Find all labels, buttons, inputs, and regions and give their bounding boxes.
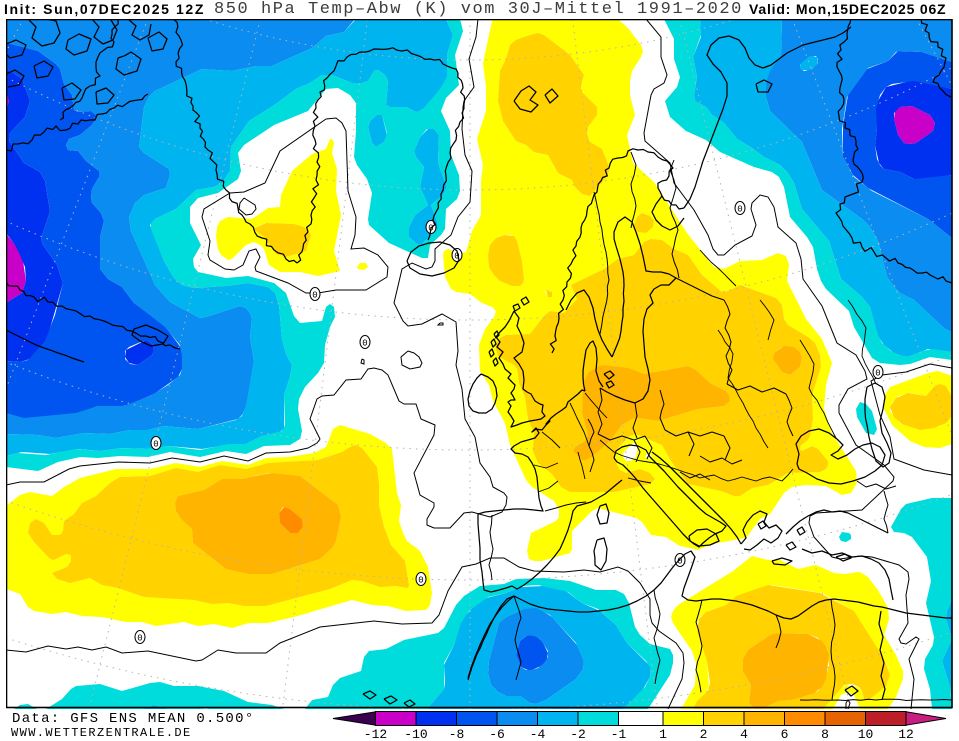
svg-text:0: 0	[677, 557, 682, 567]
svg-text:0: 0	[418, 576, 423, 586]
svg-text:1: 1	[659, 727, 667, 741]
svg-text:6: 6	[781, 727, 789, 741]
svg-text:0: 0	[875, 369, 880, 379]
svg-text:0: 0	[312, 291, 317, 301]
svg-text:0: 0	[362, 339, 367, 349]
svg-text:-8: -8	[449, 727, 465, 741]
svg-text:10: 10	[858, 727, 874, 741]
svg-text:-1: -1	[611, 727, 627, 741]
svg-text:4: 4	[740, 727, 748, 741]
svg-text:-4: -4	[530, 727, 546, 741]
svg-text:-12: -12	[364, 727, 387, 741]
svg-text:12: 12	[898, 727, 914, 741]
svg-text:0: 0	[737, 205, 742, 215]
svg-text:0: 0	[454, 252, 459, 262]
svg-text:-10: -10	[404, 727, 427, 741]
svg-text:0: 0	[153, 440, 158, 450]
svg-text:-2: -2	[570, 727, 586, 741]
svg-text:2: 2	[700, 727, 708, 741]
svg-text:8: 8	[821, 727, 829, 741]
svg-text:0: 0	[137, 634, 142, 644]
svg-text:-6: -6	[489, 727, 505, 741]
